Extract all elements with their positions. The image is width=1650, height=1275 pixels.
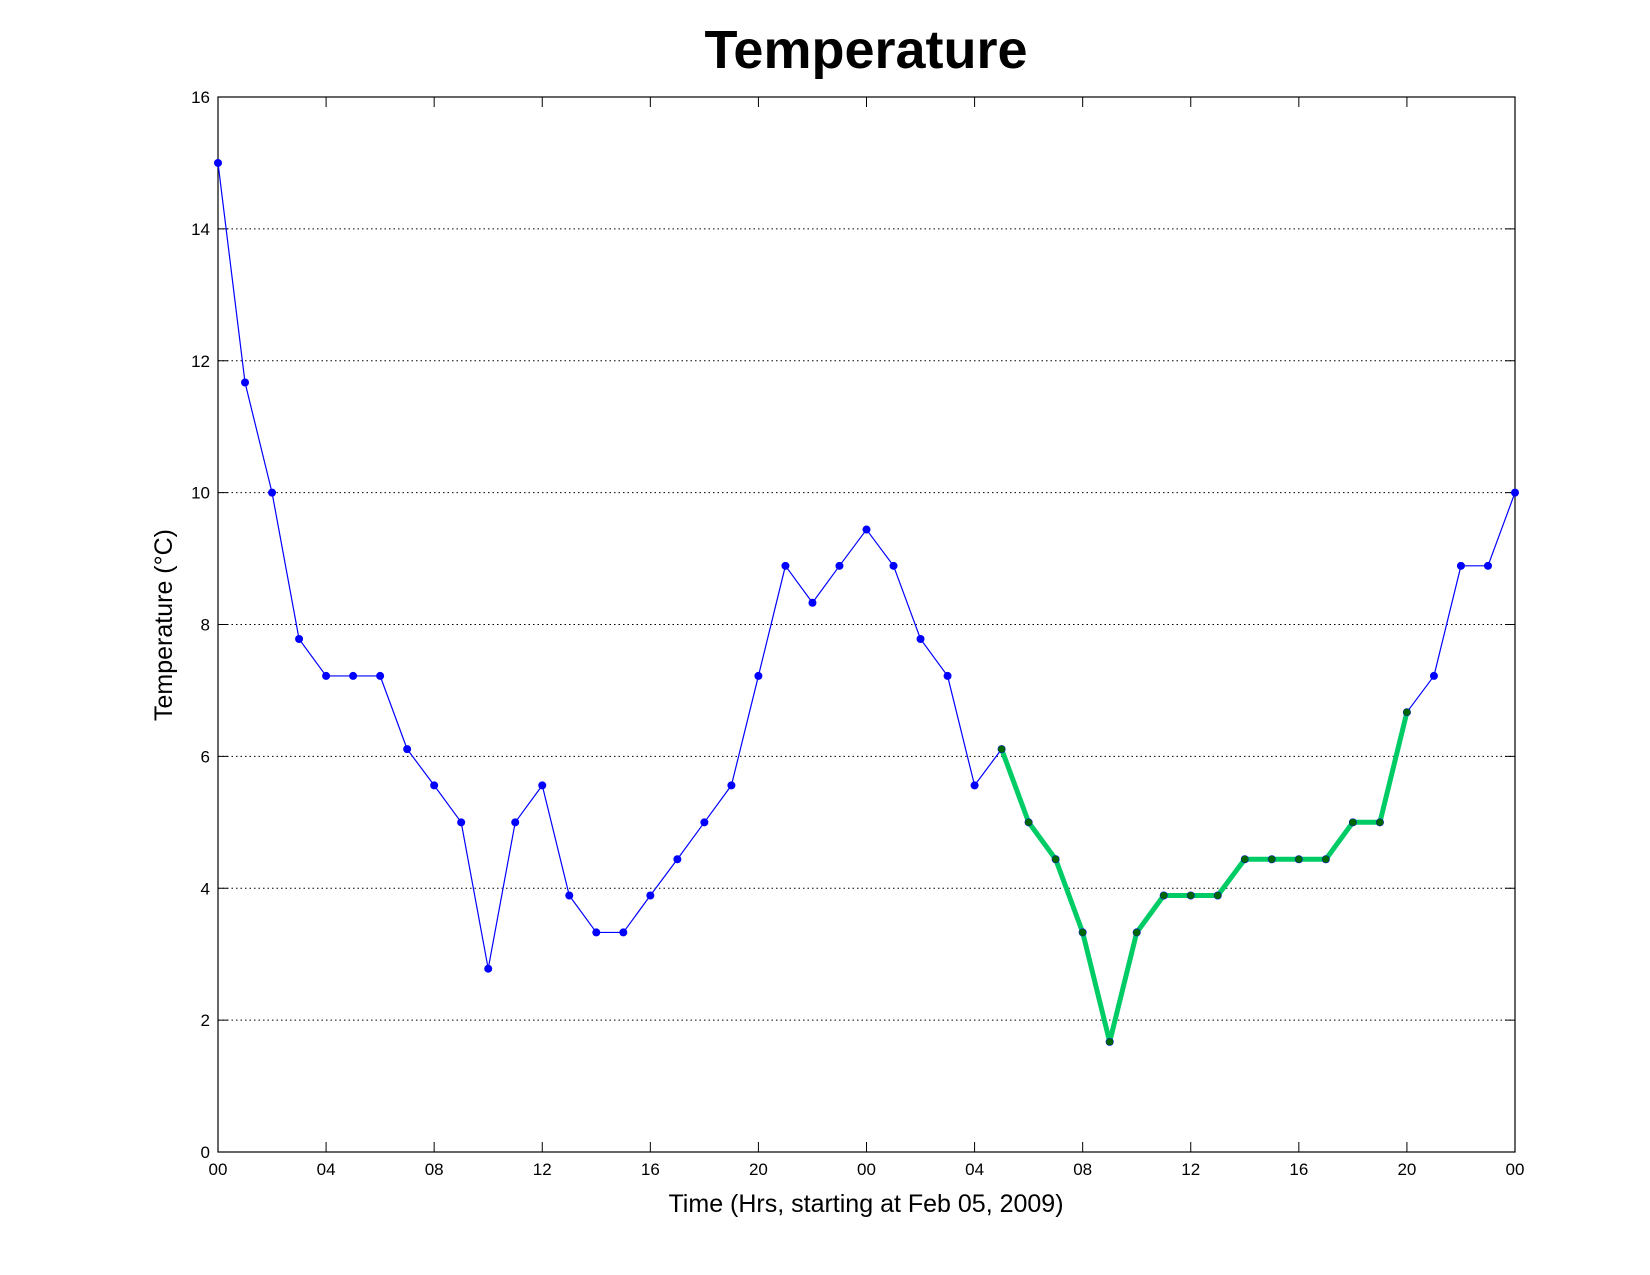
data-point-main (970, 781, 979, 790)
data-point-highlight (1376, 818, 1384, 826)
series-layer (214, 158, 1519, 1046)
x-tick-label: 00 (209, 1160, 228, 1179)
data-point-highlight (1187, 891, 1195, 900)
x-tick-label: 00 (857, 1160, 876, 1179)
x-tick-label: 16 (641, 1160, 660, 1179)
data-point-highlight (1403, 708, 1411, 716)
data-point-main (241, 378, 250, 387)
data-point-main (1511, 488, 1519, 497)
x-tick-label: 08 (425, 1160, 444, 1179)
data-point-main (403, 745, 412, 754)
data-point-main (943, 671, 952, 680)
data-point-main (835, 561, 844, 570)
data-point-main (808, 598, 817, 607)
y-tick-label: 12 (191, 352, 210, 371)
series-line-highlight (999, 711, 1410, 1045)
data-point-main (700, 818, 709, 827)
data-point-main (538, 781, 547, 790)
x-tick-label: 16 (1289, 1160, 1308, 1179)
data-point-main (862, 525, 871, 534)
data-point-main (592, 928, 601, 937)
data-point-highlight (1322, 855, 1330, 863)
data-point-main (1483, 561, 1492, 570)
data-point-highlight (1133, 928, 1141, 937)
data-point-main (457, 818, 466, 827)
y-axis-label: Temperature (°C) (150, 529, 178, 721)
y-tick-label: 2 (201, 1011, 210, 1030)
data-point-main (646, 891, 655, 900)
data-point-main (619, 928, 628, 937)
y-tick-label: 8 (201, 616, 210, 635)
gridlines (218, 228, 1515, 1021)
data-point-highlight (1241, 855, 1249, 863)
chart-title: Temperature (704, 20, 1027, 80)
data-point-main (916, 635, 925, 644)
x-tick-label: 20 (749, 1160, 768, 1179)
data-point-main (673, 855, 682, 864)
data-point-main (565, 891, 574, 900)
x-tick-label: 04 (317, 1160, 336, 1179)
y-tick-label: 6 (201, 747, 210, 766)
data-point-main (322, 671, 331, 680)
data-point-highlight (1025, 818, 1033, 826)
x-axis-label: Time (Hrs, starting at Feb 05, 2009) (668, 1190, 1063, 1218)
data-point-highlight (1214, 891, 1222, 900)
data-point-main (484, 964, 493, 973)
data-point-main (511, 818, 520, 827)
data-point-main (1429, 671, 1438, 680)
y-tick-label: 10 (191, 484, 210, 503)
data-point-main (376, 671, 385, 680)
x-tick-label: 04 (965, 1160, 984, 1179)
y-tick-label: 0 (201, 1143, 210, 1162)
data-point-main (889, 561, 898, 570)
data-point-highlight (1106, 1038, 1114, 1046)
y-tick-label: 14 (191, 220, 210, 239)
x-tick-label: 20 (1397, 1160, 1416, 1179)
data-point-main (268, 488, 277, 497)
data-point-main (754, 671, 763, 680)
data-point-main (349, 671, 358, 680)
axis-ticks: 0 2 4 6 8 10 12 14 16 00 04 08 12 16 20 00 04 08 12 16 20 00 (191, 88, 1524, 1179)
x-tick-label: 12 (1181, 1160, 1200, 1179)
data-point-highlight (1079, 928, 1087, 937)
x-tick-label: 08 (1073, 1160, 1092, 1179)
x-tick-label: 12 (533, 1160, 552, 1179)
data-point-main (430, 781, 439, 790)
data-point-main (214, 158, 222, 167)
y-tick-label: 16 (191, 88, 210, 107)
data-point-highlight (1052, 855, 1060, 863)
data-point-highlight (1295, 855, 1303, 863)
y-tick-label: 4 (201, 879, 210, 898)
data-point-highlight (1349, 818, 1357, 826)
data-point-highlight (1268, 855, 1276, 863)
series-line-main (217, 162, 1516, 1043)
data-point-main (727, 781, 736, 790)
data-point-highlight (1160, 891, 1168, 900)
data-point-main (1456, 561, 1465, 570)
data-point-main (781, 561, 790, 570)
data-point-main (295, 635, 304, 644)
data-point-highlight (998, 745, 1006, 753)
x-tick-label: 00 (1506, 1160, 1525, 1179)
